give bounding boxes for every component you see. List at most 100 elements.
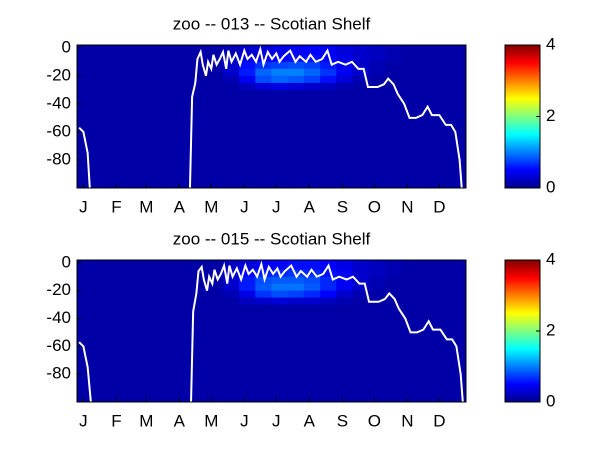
heatmap-cell <box>271 260 289 271</box>
heatmap-cell <box>401 82 418 91</box>
y-tick-label: 0 <box>62 37 71 56</box>
x-tick-label: D <box>433 197 445 216</box>
heatmap-cell <box>384 82 402 91</box>
heatmap-cell <box>255 89 272 189</box>
x-tick-label: F <box>111 197 121 216</box>
heatmap-cell <box>320 61 337 70</box>
heatmap-cell <box>401 304 418 403</box>
heatmap-cell <box>141 269 159 278</box>
heatmap-cell <box>158 75 175 84</box>
heatmap-cell <box>417 75 435 84</box>
heatmap-cell <box>158 45 175 56</box>
heatmap-cell <box>449 260 467 271</box>
heatmap-cell <box>109 82 127 91</box>
heatmap-cell <box>449 68 467 77</box>
heatmap-cell <box>433 54 451 63</box>
heatmap-cell <box>287 75 305 84</box>
heatmap-cell <box>433 297 451 306</box>
heatmap-cell <box>417 276 435 285</box>
heatmap-cell <box>368 260 386 271</box>
x-tick-label: J <box>79 197 88 216</box>
heatmap-cell <box>206 260 224 271</box>
heatmap-cell <box>417 290 435 299</box>
heatmap-cell <box>336 304 354 403</box>
heatmap-cell <box>93 68 110 77</box>
heatmap-cell <box>303 45 321 56</box>
heatmap-cell <box>449 75 467 84</box>
heatmap-cell <box>271 54 289 63</box>
heatmap-cell <box>287 54 305 63</box>
heatmap-cell <box>401 260 418 271</box>
heatmap-cell <box>271 75 289 84</box>
heatmap-cell <box>287 61 305 70</box>
heatmap-cell <box>141 276 159 285</box>
heatmap-cell <box>303 75 321 84</box>
heatmap-cell <box>255 75 272 84</box>
heatmap-cell <box>125 269 143 278</box>
y-tick-label: -40 <box>46 308 71 327</box>
heatmap-cell <box>417 269 435 278</box>
heatmap-cell <box>287 82 305 91</box>
heatmap-cell <box>352 89 370 189</box>
heatmap-cell <box>368 54 386 63</box>
heatmap-cell <box>93 260 110 271</box>
x-tick-label: N <box>401 197 413 216</box>
heatmap-cell <box>125 82 143 91</box>
colorbar-tick-label: 4 <box>546 249 555 268</box>
heatmap-cell <box>433 82 451 91</box>
x-tick-label: F <box>111 411 121 430</box>
heatmap-cell <box>320 82 337 91</box>
heatmap-cell <box>271 45 289 56</box>
heatmap-cell <box>336 297 354 306</box>
heatmap-cell <box>239 89 256 189</box>
heatmap-cell <box>109 68 127 77</box>
colorbar-tick-label: 0 <box>546 177 555 196</box>
heatmap-cell <box>77 45 94 56</box>
heatmap-cell <box>239 61 256 70</box>
colorbar-tick-label: 0 <box>546 391 555 410</box>
heatmap-cell <box>368 304 386 403</box>
line <box>78 260 464 403</box>
heatmap-cell <box>158 283 175 292</box>
heatmap-cell <box>384 75 402 84</box>
heatmap-cell <box>93 276 110 285</box>
heatmap-cell <box>287 260 305 271</box>
x-tick-label: A <box>174 197 186 216</box>
heatmap-cell <box>368 269 386 278</box>
heatmap-cell <box>93 45 110 56</box>
heatmap-cell <box>384 276 402 285</box>
heatmap-cell <box>174 269 191 278</box>
heatmap-cell <box>336 75 354 84</box>
heatmap-cell <box>206 75 224 84</box>
heatmap-cell <box>352 61 370 70</box>
heatmap-cell <box>255 276 272 285</box>
heatmap-cell <box>141 61 159 70</box>
heatmap-cell <box>352 269 370 278</box>
heatmap-cell <box>384 45 402 56</box>
y-tick-label: -80 <box>46 149 71 168</box>
heatmap-cell <box>449 45 467 56</box>
heatmap-cell <box>320 269 337 278</box>
heatmap-cell <box>271 89 289 189</box>
heatmap-cell <box>336 61 354 70</box>
heatmap-cell <box>433 260 451 271</box>
heatmap-cell <box>222 297 240 306</box>
heatmap-cell <box>190 276 208 285</box>
heatmap-cell <box>158 297 175 306</box>
heatmap-cell <box>384 297 402 306</box>
heatmap-cell <box>433 304 451 403</box>
heatmap-cell <box>190 82 208 91</box>
heatmap-cell <box>384 283 402 292</box>
heatmap-cell <box>239 297 256 306</box>
heatmap-cell <box>125 260 143 271</box>
heatmap-cell <box>336 54 354 63</box>
x-tick-label: J <box>272 197 281 216</box>
heatmap-cell <box>352 68 370 77</box>
heatmap-cell <box>190 89 208 189</box>
heatmap-cell <box>352 304 370 403</box>
heatmap-cell <box>77 283 94 292</box>
heatmap-cell <box>125 283 143 292</box>
heatmap-cell <box>125 54 143 63</box>
heatmap-cell <box>320 304 337 403</box>
heatmap-cell <box>239 45 256 56</box>
